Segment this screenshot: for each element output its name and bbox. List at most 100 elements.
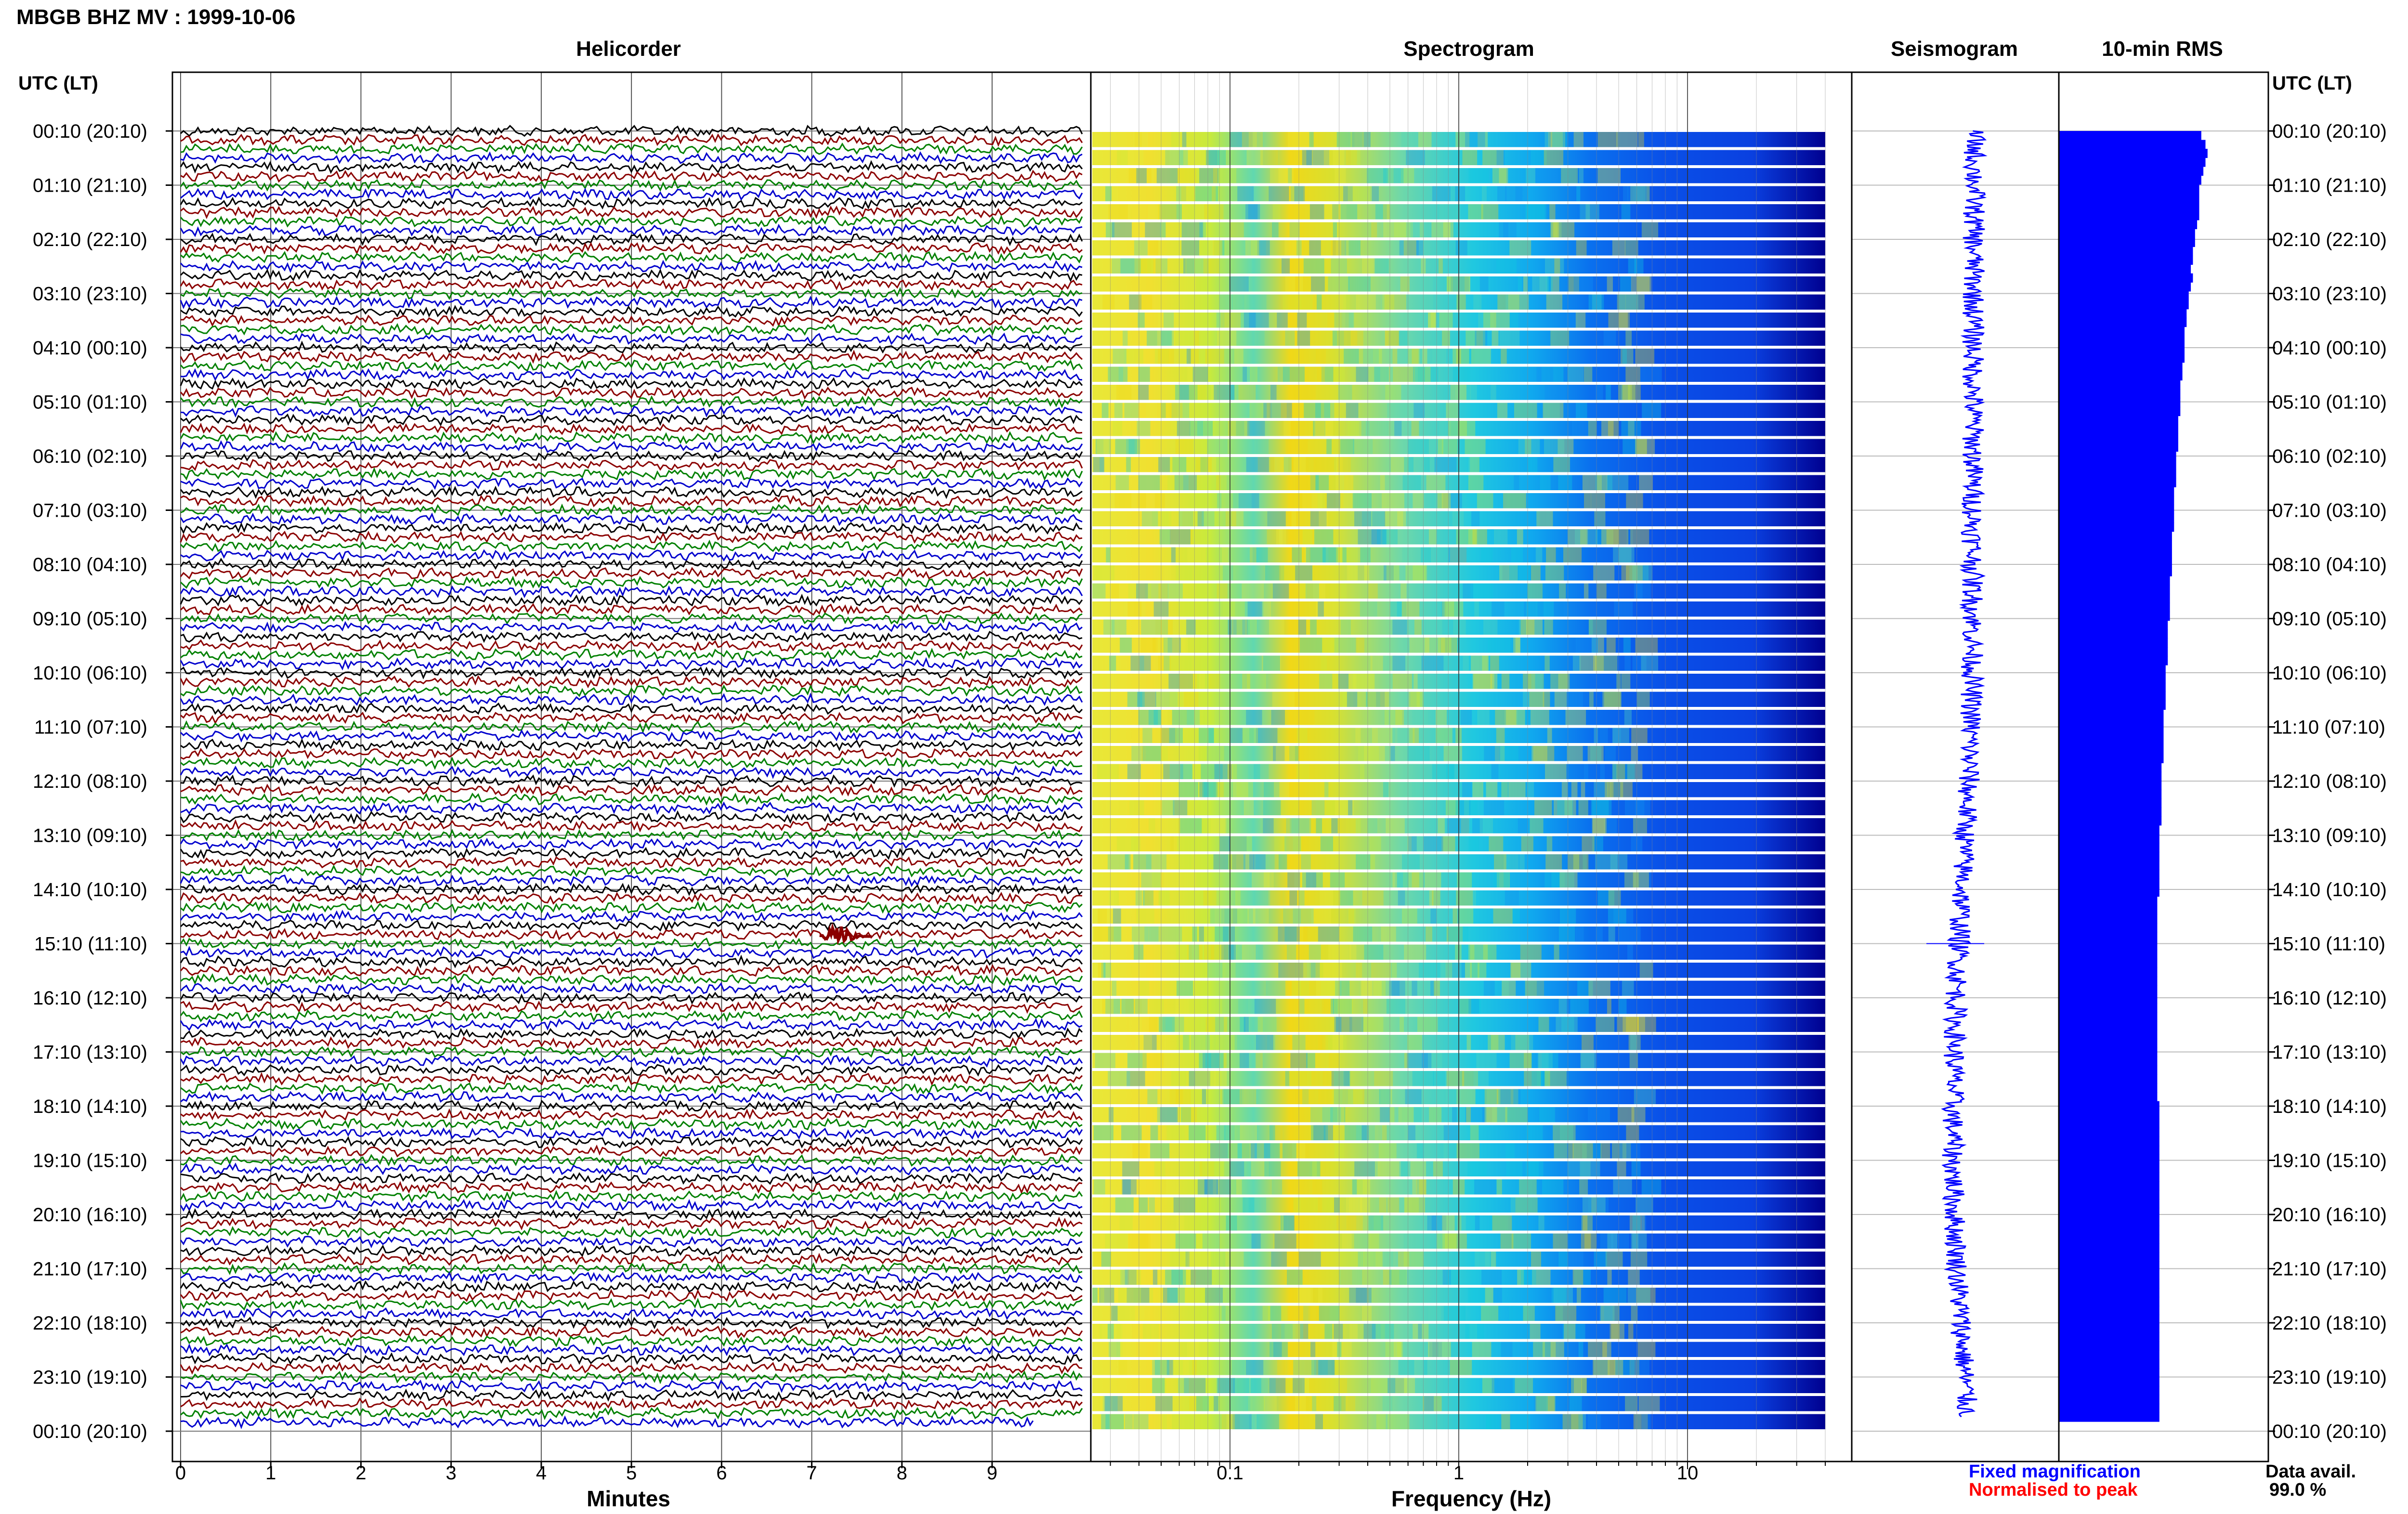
spectrogram-cell [1242, 728, 1258, 743]
spectrogram-tick-label: 0.1 [1217, 1462, 1243, 1484]
spectrogram-cell [1544, 619, 1553, 635]
spectrogram-cell [1636, 439, 1647, 454]
spectrogram-cell [1528, 674, 1544, 689]
spectrogram-cell [1470, 583, 1493, 599]
spectrogram-cell [1501, 782, 1508, 797]
helicorder-trace [180, 1406, 1083, 1421]
spectrogram-cell [1413, 403, 1425, 418]
spectrogram-cell [1245, 204, 1258, 220]
spectrogram-cell [1320, 836, 1333, 851]
spectrogram-cell [1612, 764, 1635, 779]
spectrogram-cell [1129, 1017, 1142, 1032]
spectrogram-cell [1368, 583, 1378, 599]
spectrogram-cell [1505, 1143, 1515, 1159]
spectrogram-cell [1624, 240, 1638, 256]
spectrogram-cell [1573, 1143, 1587, 1159]
spectrogram-cell [1139, 258, 1162, 274]
spectrogram-cell [1416, 692, 1424, 707]
spectrogram-cell [1132, 927, 1149, 942]
spectrogram-cell [1573, 1269, 1591, 1285]
spectrogram-cell [1608, 890, 1621, 906]
spectrogram-cell [1213, 782, 1224, 797]
spectrogram-cell [1414, 1107, 1422, 1122]
spectrogram-cell [1356, 1288, 1369, 1303]
spectrogram-cell [1496, 313, 1518, 328]
spectrogram-cell [1518, 1269, 1536, 1285]
spectrogram-cell [1526, 601, 1538, 617]
spectrogram-cell [1243, 1197, 1255, 1213]
spectrogram-cell [1121, 999, 1134, 1014]
spectrogram-cell [1518, 818, 1528, 834]
spectrogram-cell [1183, 258, 1194, 274]
spectrogram-cell [1625, 294, 1645, 310]
spectrogram-cell [1176, 186, 1186, 201]
spectrogram-cell [1118, 1288, 1141, 1303]
spectrogram-cell [1571, 421, 1589, 436]
spectrogram-cell [1619, 1143, 1640, 1159]
spectrogram-cell [1544, 385, 1567, 400]
spectrogram-cell [1124, 349, 1144, 364]
spectrogram-cell [1334, 1089, 1353, 1104]
rms-bar [2059, 1404, 2159, 1413]
spectrogram-cell [1611, 1324, 1624, 1339]
spectrogram-cell [1526, 1161, 1539, 1176]
spectrogram-cell [1286, 944, 1296, 960]
spectrogram-cell [1392, 349, 1398, 364]
spectrogram-cell [1499, 330, 1520, 346]
spectrogram-cell [1613, 547, 1635, 562]
spectrogram-cell [1187, 547, 1206, 562]
spectrogram-cell [1353, 927, 1373, 942]
spectrogram-cell [1390, 601, 1401, 617]
spectrogram-cell [1574, 1378, 1582, 1393]
spectrogram-cell [1447, 818, 1469, 834]
spectrogram-cell [1180, 746, 1199, 761]
rms-bar [2059, 567, 2172, 576]
spectrogram-cell [1307, 963, 1316, 978]
spectrogram-cell [1341, 1396, 1355, 1411]
spectrogram-cell [1180, 222, 1187, 237]
spectrogram-cell [1414, 366, 1431, 382]
spectrogram-cell [1217, 583, 1228, 599]
helicorder-trace [180, 404, 1083, 418]
spectrogram-cell [1093, 457, 1105, 472]
helicorder-trace [180, 340, 1083, 354]
spectrogram-cell [1243, 366, 1247, 382]
spectrogram-cell [1231, 511, 1244, 526]
spectrogram-cell [1550, 222, 1559, 237]
spectrogram-cell [1097, 764, 1119, 779]
spectrogram-cell [1578, 1342, 1584, 1357]
spectrogram-cell [1353, 439, 1373, 454]
helicorder-trace [180, 1415, 1034, 1429]
spectrogram-cell [1402, 1107, 1425, 1122]
rms-bar [2059, 1305, 2159, 1315]
spectrogram-cell [1421, 655, 1444, 671]
spectrogram-cell [1361, 980, 1372, 996]
helicorder-trace [180, 431, 1083, 445]
spectrogram-cell [1316, 1305, 1330, 1321]
spectrogram-cell [1531, 746, 1547, 761]
spectrogram-cell [1287, 872, 1300, 888]
spectrogram-cell [1581, 1233, 1597, 1249]
spectrogram-cell [1277, 313, 1288, 328]
spectrogram-cell [1152, 1378, 1165, 1393]
spectrogram-cell [1355, 854, 1375, 870]
spectrogram-cell [1446, 403, 1458, 418]
spectrogram-cell [1196, 1396, 1209, 1411]
spectrogram-cell [1356, 854, 1371, 870]
helicorder-trace [180, 757, 1083, 770]
spectrogram-cell [1547, 728, 1552, 743]
helicorder-trace [180, 1343, 1083, 1357]
spectrogram-cell [1518, 276, 1522, 292]
spectrogram-cell [1123, 1053, 1143, 1068]
spectrogram-cell [1337, 547, 1358, 562]
rms-bar [2059, 825, 2159, 835]
spectrogram-cell [1106, 800, 1128, 815]
spectrogram-cell [1177, 980, 1193, 996]
spectrogram-cell [1216, 475, 1221, 490]
spectrogram-cell [1263, 818, 1274, 834]
helicorder-trace [180, 927, 1083, 941]
spectrogram-cell [1122, 1161, 1139, 1176]
spectrogram-cell [1344, 1125, 1367, 1140]
spectrogram-cell [1579, 1179, 1588, 1195]
helicorder-trace [180, 847, 1083, 860]
